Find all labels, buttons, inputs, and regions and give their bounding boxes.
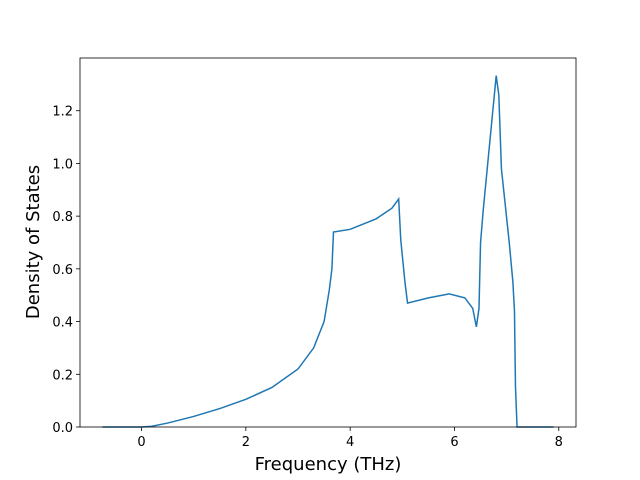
y-tick-label: 1.0 [52,157,73,172]
y-tick-label: 0.2 [52,368,73,383]
x-tick-label: 4 [346,435,354,450]
y-tick-label: 0.8 [52,210,73,225]
x-tick-label: 8 [555,435,563,450]
x-tick-label: 0 [137,435,145,450]
x-tick-label: 6 [450,435,458,450]
x-tick-label: 2 [242,435,250,450]
y-axis-label: Density of States [23,165,44,319]
y-tick-label: 1.2 [52,105,73,120]
y-tick-label: 0.0 [52,421,73,436]
x-axis-label: Frequency (THz) [255,454,402,475]
plot-frame [79,57,577,428]
y-tick-label: 0.6 [52,263,73,278]
line [102,75,554,428]
y-tick-label: 0.4 [52,316,73,331]
